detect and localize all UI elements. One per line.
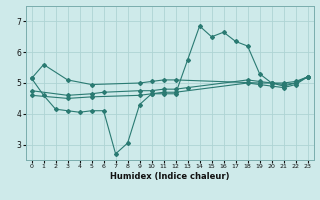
X-axis label: Humidex (Indice chaleur): Humidex (Indice chaleur): [110, 172, 229, 181]
